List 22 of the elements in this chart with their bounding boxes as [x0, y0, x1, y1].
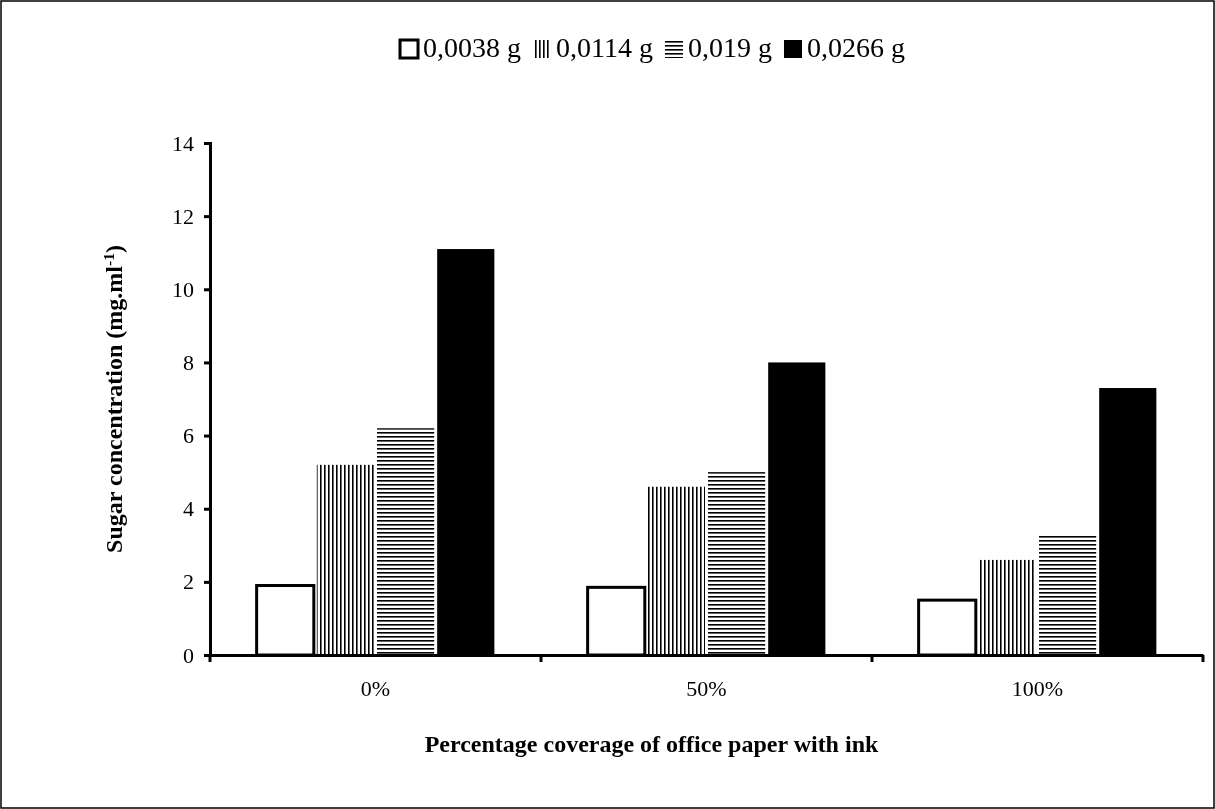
legend-label: 0,019 g: [687, 32, 772, 63]
y-tick-label: 8: [183, 349, 194, 375]
y-tick-label: 4: [183, 496, 194, 522]
bar: [316, 464, 374, 655]
y-tick-label: 6: [183, 423, 194, 449]
y-tick-label: 10: [172, 276, 194, 302]
bar: [647, 486, 705, 655]
y-tick-label: 0: [183, 642, 194, 668]
bar: [377, 428, 435, 655]
y-tick-label: 12: [172, 203, 194, 229]
x-axis-title: Percentage coverage of office paper with ink: [424, 731, 879, 757]
x-tick-label: 50%: [686, 675, 727, 701]
legend-label: 0,0038 g: [423, 32, 522, 63]
legend-label: 0,0114 g: [556, 32, 653, 63]
x-tick-label: 100%: [1011, 675, 1064, 701]
y-tick-label: 2: [183, 569, 194, 595]
bar: [978, 559, 1036, 655]
legend-label: 0,0266 g: [806, 32, 905, 63]
bar: [708, 472, 766, 655]
bar: [1039, 534, 1097, 655]
y-tick-label: 14: [172, 130, 194, 156]
x-tick-label: 0%: [360, 675, 391, 701]
